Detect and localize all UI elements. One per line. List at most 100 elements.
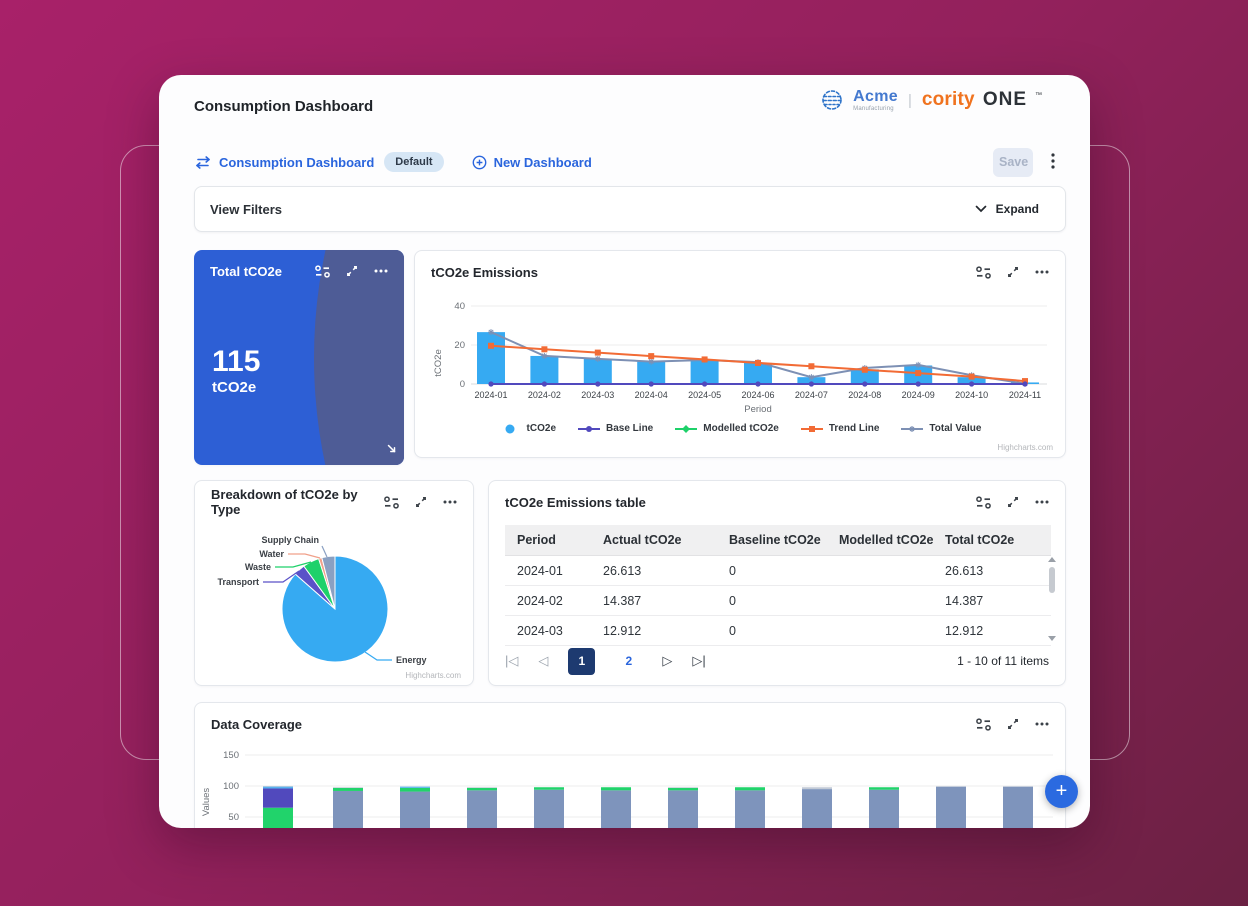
svg-text:40: 40 <box>454 301 465 312</box>
svg-text:2024-10: 2024-10 <box>955 390 988 400</box>
legend-item-trend-line[interactable]: Trend Line <box>800 423 879 434</box>
more-options-icon[interactable] <box>1035 270 1049 274</box>
one-wordmark: ONE <box>982 89 1027 110</box>
legend-item-tco2e[interactable]: tCO2e <box>499 423 556 434</box>
highcharts-credit: Highcharts.com <box>405 671 461 680</box>
swap-icon <box>196 155 210 169</box>
previous-page-button[interactable]: ◁ <box>538 653 549 668</box>
scroll-up-icon[interactable] <box>1048 557 1056 562</box>
column-header: Modelled tCO2e <box>839 525 945 556</box>
svg-text:2024-07: 2024-07 <box>795 390 828 400</box>
svg-text:2024-02: 2024-02 <box>528 390 561 400</box>
page-title: Consumption Dashboard <box>194 98 374 115</box>
svg-text:Supply Chain: Supply Chain <box>261 535 319 545</box>
more-options-icon[interactable] <box>374 269 388 273</box>
page-button-2[interactable]: 2 <box>615 648 642 675</box>
legend-label: tCO2e <box>526 423 556 434</box>
plus-icon: + <box>1055 780 1068 802</box>
svg-text:2024-11: 2024-11 <box>1009 390 1041 400</box>
next-page-button[interactable]: ▷ <box>662 653 673 668</box>
breakdown-pie-panel: Breakdown of tCO2e by Type Energy Transpo… <box>194 480 474 686</box>
emissions-table: Period Actual tCO2e Baseline tCO2e Model… <box>505 525 1051 646</box>
table-title: tCO2e Emissions table <box>505 494 646 510</box>
legend-label: Total Value <box>929 423 982 434</box>
cell-baseline: 0 <box>729 555 839 586</box>
chart-settings-icon[interactable] <box>976 495 991 509</box>
breakdown-title: Breakdown of tCO2e by Type <box>211 487 358 517</box>
legend-label: Modelled tCO2e <box>703 423 779 434</box>
chevron-down-icon <box>975 205 987 213</box>
svg-text:Period: Period <box>744 404 771 415</box>
brand-logo: Acme Manufacturing | cority ONE ™ <box>819 88 1042 112</box>
svg-text:2024-04: 2024-04 <box>635 390 668 400</box>
kpi-value: 115 <box>212 345 261 378</box>
legend-marker-icon <box>800 425 823 432</box>
emissions-legend: tCO2e Base Line Modelled tCO2e Trend Line To… <box>415 423 1065 434</box>
new-dashboard-button[interactable]: New Dashboard <box>472 155 592 170</box>
expand-icon[interactable] <box>1006 265 1020 279</box>
cell-total: 26.613 <box>945 555 1051 586</box>
new-dashboard-label: New Dashboard <box>493 154 592 170</box>
svg-text:Transport: Transport <box>217 577 259 587</box>
emissions-title: tCO2e Emissions <box>431 264 538 280</box>
chart-settings-icon[interactable] <box>315 264 330 278</box>
legend-item-modelled-tco2e[interactable]: Modelled tCO2e <box>675 423 779 434</box>
cell-total: 12.912 <box>945 615 1051 646</box>
save-button[interactable]: Save <box>993 147 1033 177</box>
legend-item-base-line[interactable]: Base Line <box>578 423 653 434</box>
svg-text:Waste: Waste <box>245 562 271 572</box>
cell-baseline: 0 <box>729 615 839 646</box>
legend-marker-icon <box>505 424 515 433</box>
svg-text:2024-05: 2024-05 <box>688 390 721 400</box>
expand-icon[interactable] <box>1006 717 1020 731</box>
column-header: Period <box>505 525 603 556</box>
last-page-button[interactable]: ▷| <box>692 653 706 668</box>
resize-handle-icon[interactable] <box>386 441 397 459</box>
more-menu-button[interactable] <box>1049 151 1057 174</box>
chart-settings-icon[interactable] <box>976 265 991 279</box>
cell-total: 14.387 <box>945 585 1051 616</box>
page-button-1[interactable]: 1 <box>568 647 596 675</box>
expand-icon[interactable] <box>1006 495 1020 509</box>
cell-actual: 14.387 <box>603 585 729 616</box>
switch-dashboard-link[interactable]: Consumption Dashboard <box>194 155 374 170</box>
chart-settings-icon[interactable] <box>976 717 991 731</box>
more-options-icon[interactable] <box>443 500 457 504</box>
legend-item-total-value[interactable]: Total Value <box>901 423 981 434</box>
table-row: 2024-01 26.613 0 26.613 <box>505 555 1051 586</box>
dashboard-toolbar: Consumption Dashboard Default New Dashbo… <box>194 147 1057 177</box>
legend-marker-icon <box>675 424 698 433</box>
cell-modelled <box>839 555 945 586</box>
expand-icon[interactable] <box>345 264 359 278</box>
expand-icon[interactable] <box>414 495 428 509</box>
scroll-down-icon[interactable] <box>1048 636 1056 641</box>
svg-text:2024-06: 2024-06 <box>741 390 774 400</box>
kpi-value-block: 115 tCO2e <box>212 346 260 395</box>
kpi-curve-decoration <box>314 250 404 465</box>
cell-modelled <box>839 615 945 646</box>
cell-baseline: 0 <box>729 585 839 616</box>
more-options-icon[interactable] <box>1035 500 1049 504</box>
expand-filters-button[interactable]: Expand <box>969 201 1045 217</box>
svg-text:Energy: Energy <box>396 655 427 665</box>
scrollbar-thumb[interactable] <box>1049 567 1055 593</box>
toolbar-right: Save <box>993 147 1057 177</box>
svg-text:100: 100 <box>223 781 239 792</box>
trademark-symbol: ™ <box>1035 92 1042 99</box>
view-filters-bar: View Filters Expand <box>194 186 1066 232</box>
svg-text:150: 150 <box>223 750 239 761</box>
pagination-summary: 1 - 10 of 11 items <box>957 654 1049 668</box>
table-scrollbar[interactable] <box>1047 557 1057 641</box>
first-page-button[interactable]: |◁ <box>505 653 519 668</box>
chart-settings-icon[interactable] <box>384 495 399 509</box>
kpi-unit: tCO2e <box>212 378 257 396</box>
toolbar-left: Consumption Dashboard Default New Dashbo… <box>194 152 592 172</box>
emissions-table-panel: tCO2e Emissions table <box>488 480 1066 686</box>
cority-wordmark: cority <box>921 89 975 110</box>
add-widget-button[interactable]: + <box>1045 775 1078 808</box>
svg-text:0: 0 <box>460 379 465 390</box>
cell-actual: 12.912 <box>603 615 729 646</box>
more-options-icon[interactable] <box>1035 722 1049 726</box>
default-badge: Default <box>384 152 444 172</box>
table-pagination: |◁ ◁ 1 2 ▷ ▷| 1 - 10 of 11 items <box>505 641 1049 681</box>
